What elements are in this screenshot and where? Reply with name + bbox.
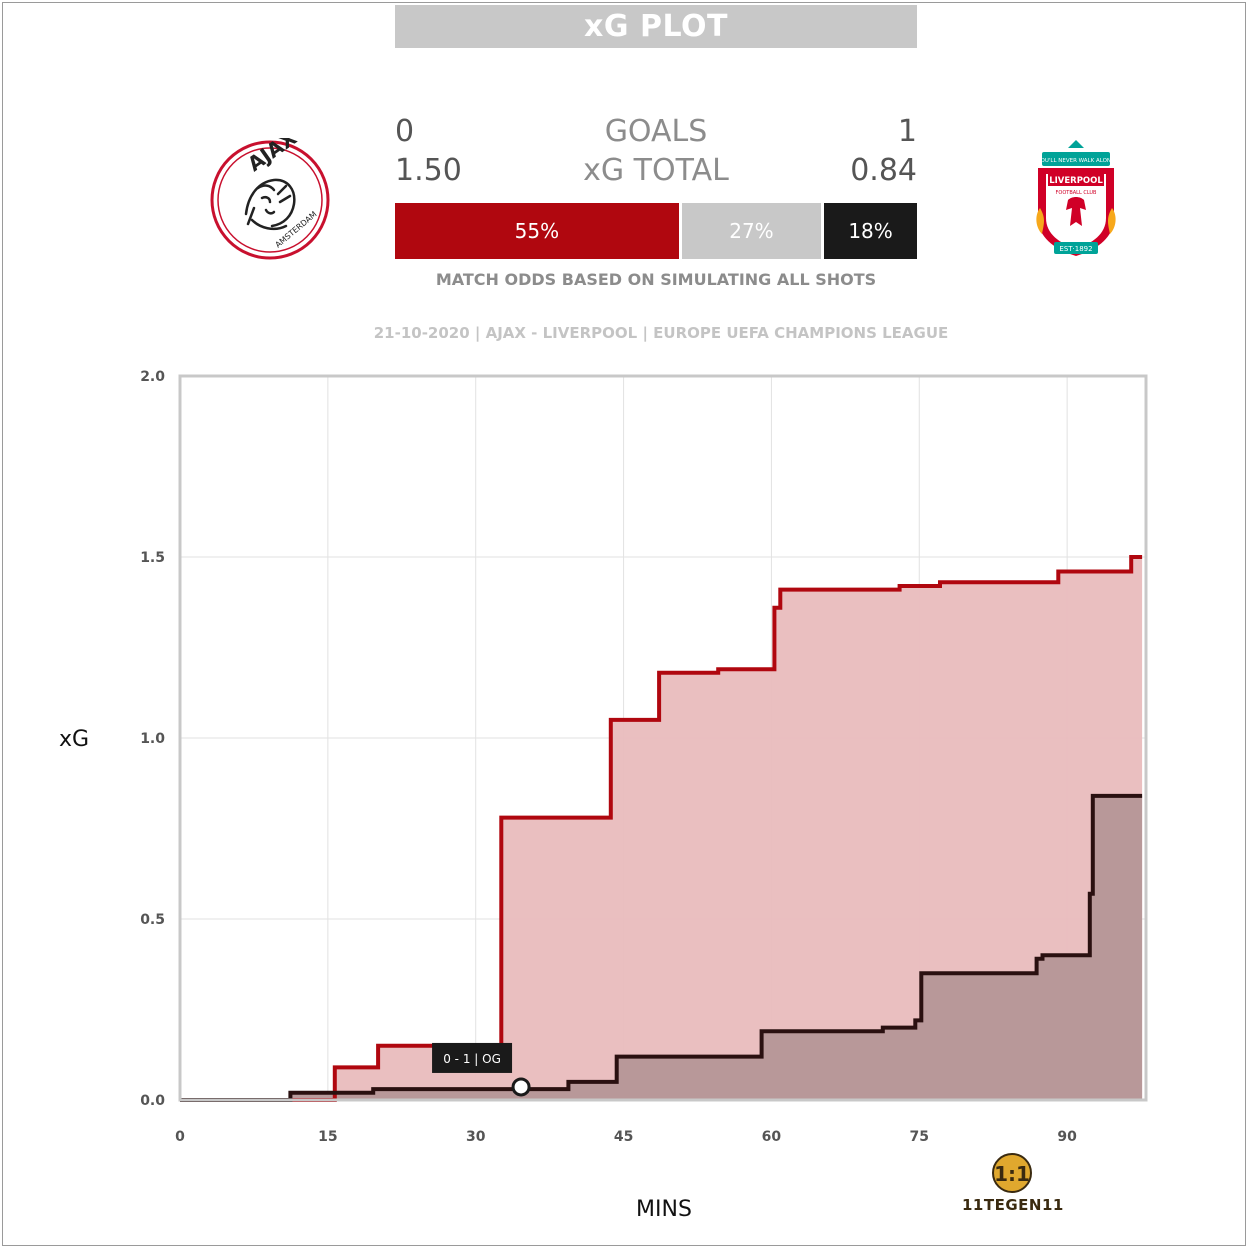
odds-draw: 27% bbox=[681, 203, 822, 259]
xg-total-label: xG TOTAL bbox=[583, 153, 729, 188]
away-logo-est: EST·1892 bbox=[1059, 245, 1092, 253]
away-logo-banner: YOU'LL NEVER WALK ALONE bbox=[1036, 158, 1115, 164]
page-title-text: xG PLOT bbox=[584, 9, 728, 44]
brand-logo: 1:1 11TEGEN11 bbox=[962, 1152, 1064, 1218]
odds-caption: MATCH ODDS BASED ON SIMULATING ALL SHOTS bbox=[435, 270, 877, 289]
home-xg-total: 1.50 bbox=[395, 153, 462, 188]
odds-away-win: 18% bbox=[824, 203, 917, 259]
page-title: xG PLOT bbox=[395, 5, 917, 48]
goals-row: 0 GOALS 1 bbox=[395, 112, 917, 152]
brand-text: 11TEGEN11 bbox=[962, 1196, 1064, 1214]
xg-total-row: 1.50 xG TOTAL 0.84 bbox=[395, 151, 917, 191]
goals-label: GOALS bbox=[604, 114, 708, 149]
odds-home-win: 55% bbox=[395, 203, 679, 259]
away-goals: 1 bbox=[897, 114, 917, 149]
away-team-logo: YOU'LL NEVER WALK ALONE LIVERPOOL FOOTBA… bbox=[1036, 140, 1116, 256]
home-team-logo: AJAX AMSTERDAM bbox=[210, 138, 330, 260]
away-logo-sub: FOOTBALL CLUB bbox=[1056, 190, 1098, 196]
away-logo-name: LIVERPOOL bbox=[1049, 176, 1103, 186]
brand-mark-icon: 1:1 bbox=[992, 1153, 1032, 1193]
match-info: 21-10-2020 | AJAX - LIVERPOOL | EUROPE U… bbox=[373, 324, 949, 342]
match-odds-bar: 55% 27% 18% bbox=[395, 203, 917, 259]
brand-mark-text: 1:1 bbox=[994, 1162, 1030, 1186]
home-goals: 0 bbox=[395, 114, 415, 149]
away-xg-total: 0.84 bbox=[850, 153, 917, 188]
